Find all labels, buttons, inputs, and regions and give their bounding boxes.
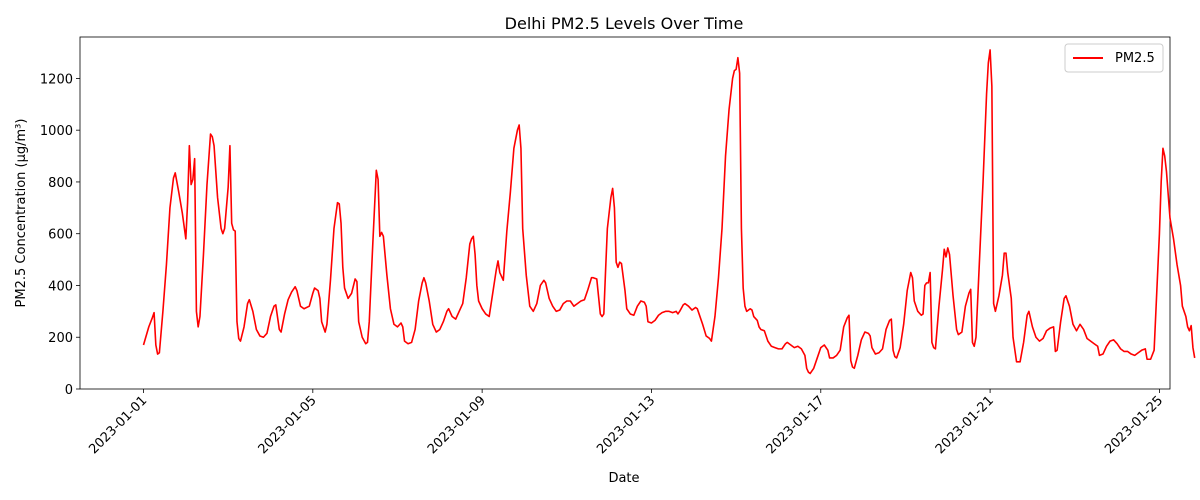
y-tick-label: 600 bbox=[48, 228, 73, 243]
y-tick-label: 200 bbox=[48, 331, 73, 346]
y-tick-label: 800 bbox=[48, 176, 73, 191]
y-axis-label: PM2.5 Concentration (µg/m³) bbox=[14, 119, 29, 308]
y-tick-label: 1200 bbox=[40, 72, 73, 87]
y-tick-label: 0 bbox=[65, 383, 73, 398]
legend: PM2.5 bbox=[1064, 43, 1164, 73]
series-line-pm25 bbox=[142, 49, 1196, 375]
y-tick-label: 400 bbox=[48, 279, 73, 294]
x-axis-label: Date bbox=[608, 471, 639, 486]
y-axis: 0 200 400 600 800 1000 1200 bbox=[40, 72, 80, 398]
legend-box bbox=[1064, 43, 1164, 73]
legend-entry-pm25: PM2.5 bbox=[1115, 51, 1155, 66]
chart-title: Delhi PM2.5 Levels Over Time bbox=[505, 14, 744, 33]
y-tick-label: 1000 bbox=[40, 124, 73, 139]
